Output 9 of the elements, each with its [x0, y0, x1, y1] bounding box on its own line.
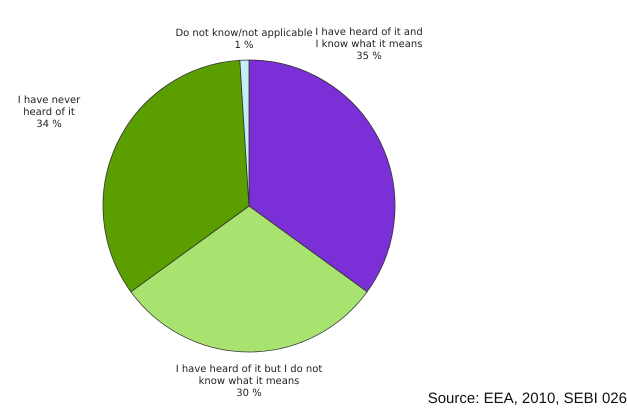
- slice-label: I have never heard of it: [18, 95, 82, 118]
- data-label: 35 %: [356, 51, 382, 62]
- slice-label: Do not know/not applicable: [175, 28, 313, 40]
- source-note: Source: EEA, 2010, SEBI 026: [428, 390, 627, 407]
- slice-label: I have heard of it and I know what it means: [315, 27, 423, 50]
- data-label: 34 %: [36, 119, 62, 130]
- data-label: 1 %: [234, 40, 254, 52]
- data-label: 30 %: [236, 388, 262, 399]
- slice-label: I have heard of it but I do not know what it means: [176, 364, 322, 387]
